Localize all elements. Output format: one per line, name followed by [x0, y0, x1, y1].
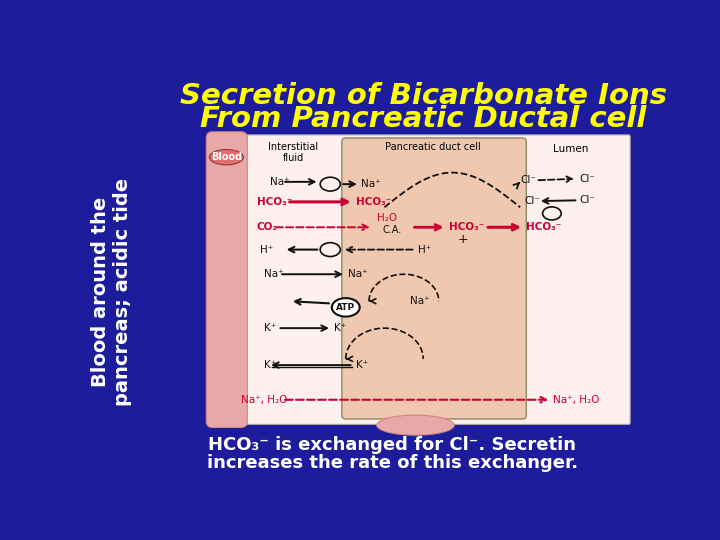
Ellipse shape	[210, 150, 243, 165]
Text: Na⁺: Na⁺	[270, 177, 289, 187]
Text: Secretion of Bicarbonate Ions: Secretion of Bicarbonate Ions	[180, 82, 667, 110]
Text: From Pancreatic Ductal cell: From Pancreatic Ductal cell	[200, 105, 647, 133]
Text: Cl⁻: Cl⁻	[580, 195, 595, 205]
Text: K⁺: K⁺	[264, 360, 276, 370]
FancyBboxPatch shape	[206, 132, 248, 428]
Text: Pancreatic duct cell: Pancreatic duct cell	[385, 142, 481, 152]
Text: Na⁺: Na⁺	[410, 296, 430, 306]
Text: ATP: ATP	[336, 303, 355, 312]
Text: Cl⁻: Cl⁻	[524, 196, 540, 206]
Text: K⁺: K⁺	[334, 323, 346, 333]
Text: C.A.: C.A.	[383, 225, 402, 235]
Text: Blood around the
pancreas; acidic tide: Blood around the pancreas; acidic tide	[91, 178, 132, 406]
Text: Na⁺: Na⁺	[264, 269, 284, 279]
Text: Na⁺, H₂O: Na⁺, H₂O	[241, 395, 287, 405]
Text: Blood: Blood	[211, 152, 242, 162]
Text: increases the rate of this exchanger.: increases the rate of this exchanger.	[207, 455, 578, 472]
Text: HCO₃⁻: HCO₃⁻	[449, 222, 484, 232]
Text: Na⁺: Na⁺	[361, 179, 381, 189]
Ellipse shape	[332, 298, 360, 316]
Text: H⁺: H⁺	[418, 245, 431, 254]
Text: HCO₃⁻: HCO₃⁻	[256, 197, 292, 207]
Text: HCO₃⁻: HCO₃⁻	[356, 197, 391, 207]
Text: K⁺: K⁺	[264, 323, 276, 333]
Text: Interstitial
fluid: Interstitial fluid	[268, 142, 318, 164]
Text: Na⁺: Na⁺	[348, 269, 368, 279]
Text: +: +	[457, 233, 468, 246]
Text: Lumen: Lumen	[553, 144, 588, 154]
FancyBboxPatch shape	[209, 135, 630, 424]
Text: H⁺: H⁺	[261, 245, 274, 254]
Text: HCO₃⁻ is exchanged for Cl⁻. Secretin: HCO₃⁻ is exchanged for Cl⁻. Secretin	[208, 436, 576, 454]
Text: Cl⁻: Cl⁻	[520, 176, 536, 185]
Text: Cl⁻: Cl⁻	[580, 174, 595, 184]
Text: K⁺: K⁺	[356, 360, 368, 370]
Ellipse shape	[377, 415, 454, 435]
Text: CO₂: CO₂	[256, 222, 277, 232]
Text: Na⁺, H₂O: Na⁺, H₂O	[554, 395, 600, 405]
Text: HCO₃⁻: HCO₃⁻	[526, 222, 562, 232]
FancyBboxPatch shape	[342, 138, 526, 419]
Text: H₂O: H₂O	[377, 213, 397, 223]
